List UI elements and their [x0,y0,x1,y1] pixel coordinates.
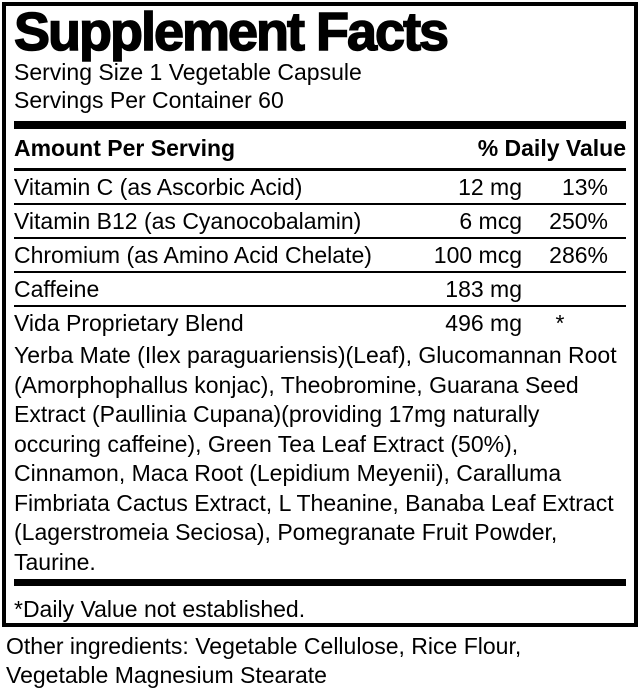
nutrient-amount: 6 mcg [459,207,522,234]
column-header-row: Amount Per Serving % Daily Value [14,129,626,171]
other-ingredients-text: Other ingredients: Vegetable Cellulose, … [6,633,522,688]
nutrient-amount: 12 mg [458,173,522,200]
nutrient-name: Vitamin C (as Ascorbic Acid) [14,173,303,200]
supplement-facts-panel: Supplement Facts Serving Size 1 Vegetabl… [2,2,638,627]
nutrient-row: Vida Proprietary Blend 496 mg * [14,305,626,339]
nutrient-amount: 183 mg [445,275,522,302]
nutrient-row: Chromium (as Amino Acid Chelate) 100 mcg… [14,237,626,271]
nutrient-name: Vida Proprietary Blend [14,309,244,336]
thick-divider-bottom [14,579,626,586]
proprietary-blend-description: Yerba Mate (Ilex paraguariensis)(Leaf), … [14,342,617,575]
amount-per-serving-header: Amount Per Serving [14,135,236,161]
nutrient-name: Vitamin B12 (as Cyanocobalamin) [14,207,362,234]
panel-title: Supplement Facts [13,2,450,62]
nutrient-daily-value: 13% [561,173,608,200]
nutrient-row: Vitamin B12 (as Cyanocobalamin) 6 mcg 25… [14,203,626,237]
nutrient-daily-value: * [555,309,565,336]
nutrient-daily-value: 286% [549,241,608,268]
nutrient-row: Caffeine 183 mg [14,271,626,305]
thick-divider-top [14,121,626,129]
nutrient-name: Chromium (as Amino Acid Chelate) [14,241,372,268]
servings-per-container-line: Servings Per Container 60 [14,87,284,113]
serving-size-line: Serving Size 1 Vegetable Capsule [14,59,362,85]
nutrient-name: Caffeine [14,275,100,302]
nutrient-rows: Vitamin C (as Ascorbic Acid) 12 mg 13% V… [14,171,626,339]
nutrient-amount: 100 mcg [433,241,522,268]
nutrient-daily-value: 250% [549,207,608,234]
nutrient-row: Vitamin C (as Ascorbic Acid) 12 mg 13% [14,171,626,203]
daily-value-footnote: *Daily Value not established. [14,596,306,622]
daily-value-header: % Daily Value [477,135,626,161]
nutrient-amount: 496 mg [445,309,522,336]
